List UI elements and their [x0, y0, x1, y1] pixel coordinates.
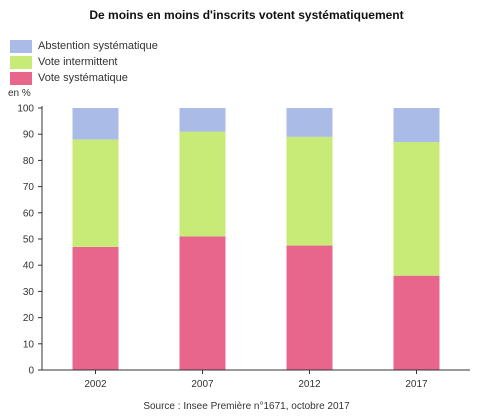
y-tick-label: 60: [23, 208, 35, 219]
bar-segment: [286, 245, 333, 370]
bar-segment: [179, 108, 226, 132]
legend: Abstention systématique Vote intermittent…: [10, 38, 158, 86]
legend-swatch: [10, 71, 32, 85]
y-tick-label: 90: [23, 130, 35, 141]
x-tick-label: 2007: [191, 379, 214, 390]
legend-label: Vote systématique: [38, 72, 128, 84]
y-tick-label: 20: [23, 313, 35, 324]
legend-swatch: [10, 39, 32, 53]
legend-item: Vote systématique: [10, 70, 158, 86]
legend-swatch: [10, 55, 32, 69]
chart-title: De moins en moins d'inscrits votent syst…: [89, 8, 404, 22]
bar-segment: [286, 108, 333, 137]
legend-label: Abstention systématique: [38, 40, 158, 52]
bar-segment: [393, 108, 440, 143]
y-tick-label: 70: [23, 182, 35, 193]
bar-segment: [286, 136, 333, 246]
x-tick-label: 2017: [405, 379, 428, 390]
legend-label: Vote intermittent: [38, 56, 118, 68]
y-tick-label: 80: [23, 156, 35, 167]
x-tick-label: 2012: [298, 379, 321, 390]
y-tick-label: 0: [28, 366, 34, 377]
source-note: Source : Insee Première n°1671, octobre …: [143, 401, 350, 412]
x-tick-label: 2002: [84, 379, 107, 390]
y-unit-label: en %: [8, 88, 31, 99]
bar-segment: [393, 275, 440, 370]
bar-segment: [179, 236, 226, 370]
bar-segment: [72, 108, 119, 140]
y-tick-label: 50: [23, 235, 35, 246]
y-tick-label: 30: [23, 287, 35, 298]
bar-segment: [393, 142, 440, 276]
bar-segment: [179, 131, 226, 237]
bar-segment: [72, 139, 119, 247]
legend-item: Vote intermittent: [10, 54, 158, 70]
y-tick-label: 10: [23, 339, 35, 350]
y-tick-label: 40: [23, 261, 35, 272]
legend-item: Abstention systématique: [10, 38, 158, 54]
bar-segment: [72, 246, 119, 370]
y-tick-label: 100: [17, 104, 34, 115]
